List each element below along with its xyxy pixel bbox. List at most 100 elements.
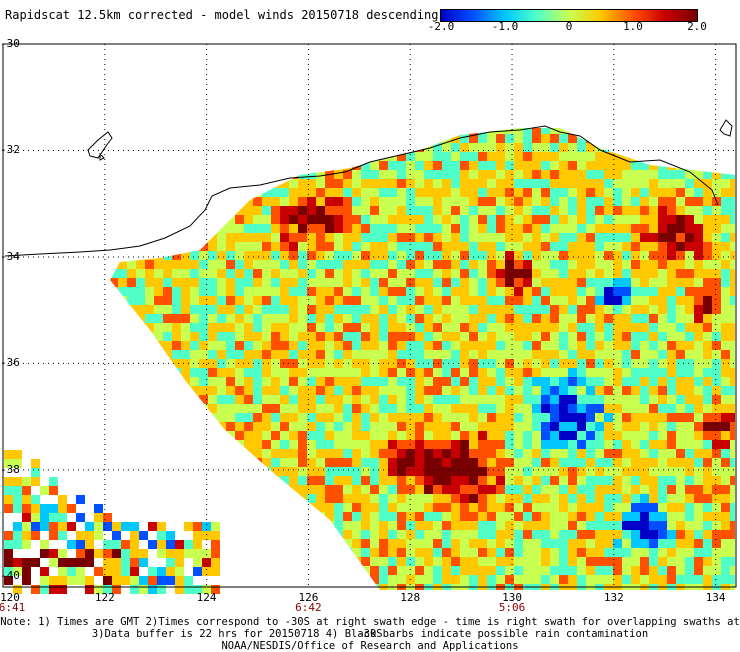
swath-cell (532, 143, 541, 152)
swath-cell (685, 242, 694, 251)
swath-cell (622, 197, 631, 206)
swath-cell (190, 233, 199, 242)
swath-cell (157, 522, 166, 531)
swath-cell (694, 215, 703, 224)
swath-cell (370, 170, 379, 179)
swath-cell (343, 386, 352, 395)
swath-cell (118, 332, 127, 341)
swath-cell (127, 134, 136, 143)
swath-cell (202, 558, 211, 567)
swath-cell (658, 566, 667, 575)
swath-cell (325, 161, 334, 170)
swath-cell (325, 305, 334, 314)
swath-cell (388, 521, 397, 530)
swath-cell (130, 585, 139, 594)
swath-cell (658, 332, 667, 341)
swath-cell (496, 188, 505, 197)
swath-cell (244, 377, 253, 386)
swath-cell (154, 251, 163, 260)
swath-cell (424, 215, 433, 224)
swath-cell (505, 512, 514, 521)
swath-cell (451, 269, 460, 278)
swath-cell (721, 539, 730, 548)
swath-cell (280, 413, 289, 422)
swath-cell (307, 251, 316, 260)
swath-cell (235, 377, 244, 386)
swath-cell (226, 413, 235, 422)
swath-cell (397, 449, 406, 458)
swath-cell (442, 440, 451, 449)
swath-cell (325, 521, 334, 530)
swath-cell (370, 539, 379, 548)
swath-cell (262, 485, 271, 494)
swath-cell (478, 206, 487, 215)
swath-cell (676, 584, 685, 590)
swath-cell (415, 323, 424, 332)
swath-cell (433, 575, 442, 584)
swath-cell (298, 566, 307, 575)
swath-cell (667, 485, 676, 494)
swath-cell (559, 188, 568, 197)
swath-cell (424, 440, 433, 449)
swath-cell (613, 476, 622, 485)
swath-cell (514, 161, 523, 170)
swath-cell (451, 260, 460, 269)
swath-cell (181, 467, 190, 476)
swath-cell (136, 161, 145, 170)
swath-cell (136, 377, 145, 386)
swath-cell (487, 260, 496, 269)
swath-cell (307, 332, 316, 341)
swath-cell (208, 512, 217, 521)
swath-cell (415, 197, 424, 206)
swath-cell (586, 128, 595, 134)
swath-cell (451, 215, 460, 224)
swath-cell (271, 134, 280, 143)
swath-cell (487, 224, 496, 233)
swath-cell (271, 404, 280, 413)
swath-cell (334, 341, 343, 350)
swath-cell (676, 134, 685, 143)
swath-cell (235, 530, 244, 539)
swath-cell (121, 540, 130, 549)
swath-cell (667, 476, 676, 485)
latitude-tick-label: -34 (0, 249, 20, 263)
swath-cell (379, 161, 388, 170)
swath-cell (676, 521, 685, 530)
swath-cell (541, 323, 550, 332)
swath-cell (325, 440, 334, 449)
swath-cell (649, 548, 658, 557)
swath-cell (505, 224, 514, 233)
swath-cell (730, 170, 735, 179)
swath-cell (334, 179, 343, 188)
swath-cell (640, 128, 649, 134)
swath-cell (730, 287, 735, 296)
swath-cell (523, 512, 532, 521)
swath-cell (190, 260, 199, 269)
swath-cell (487, 269, 496, 278)
swath-cell (658, 359, 667, 368)
swath-cell (379, 575, 388, 584)
swath-cell (397, 341, 406, 350)
swath-cell (586, 422, 595, 431)
swath-cell (523, 494, 532, 503)
swath-cell (208, 143, 217, 152)
swath-cell (667, 269, 676, 278)
swath-cell (262, 305, 271, 314)
swath-cell (148, 576, 157, 585)
swath-cell (424, 449, 433, 458)
swath-cell (110, 332, 118, 341)
swath-cell (280, 296, 289, 305)
swath-cell (334, 161, 343, 170)
swath-cell (22, 522, 31, 531)
swath-cell (649, 314, 658, 323)
swath-cell (685, 341, 694, 350)
swath-cell (262, 152, 271, 161)
swath-cell (316, 422, 325, 431)
swath-cell (505, 494, 514, 503)
swath-cell (514, 251, 523, 260)
swath-cell (13, 567, 22, 576)
swath-cell (316, 341, 325, 350)
swath-cell (703, 215, 712, 224)
swath-cell (676, 530, 685, 539)
swath-cell (154, 269, 163, 278)
